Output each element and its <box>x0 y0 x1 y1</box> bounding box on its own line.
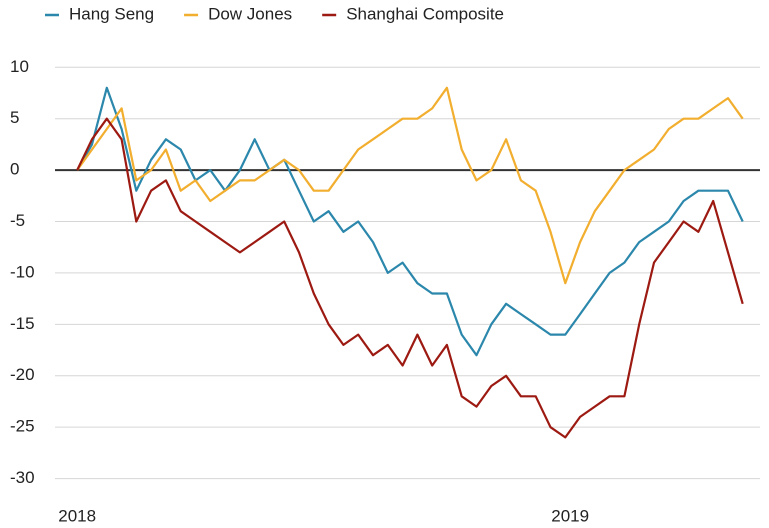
y-tick-label: -20 <box>10 365 35 384</box>
y-tick-label: -15 <box>10 314 35 333</box>
y-tick-label: -5 <box>10 211 25 230</box>
x-tick-label: 2019 <box>551 506 589 525</box>
y-tick-label: 0 <box>10 160 19 179</box>
series-line <box>76 86 744 285</box>
y-tick-label: 10 <box>10 57 29 76</box>
y-tick-label: -30 <box>10 468 35 487</box>
y-tick-label: -10 <box>10 262 35 281</box>
legend-label: Hang Seng <box>69 4 154 23</box>
legend-label: Shanghai Composite <box>346 4 504 23</box>
y-tick-label: 5 <box>10 108 19 127</box>
series-line <box>76 86 744 357</box>
legend-label: Dow Jones <box>208 4 292 23</box>
series-line <box>76 117 744 439</box>
x-tick-label: 2018 <box>58 506 96 525</box>
y-tick-label: -25 <box>10 417 35 436</box>
